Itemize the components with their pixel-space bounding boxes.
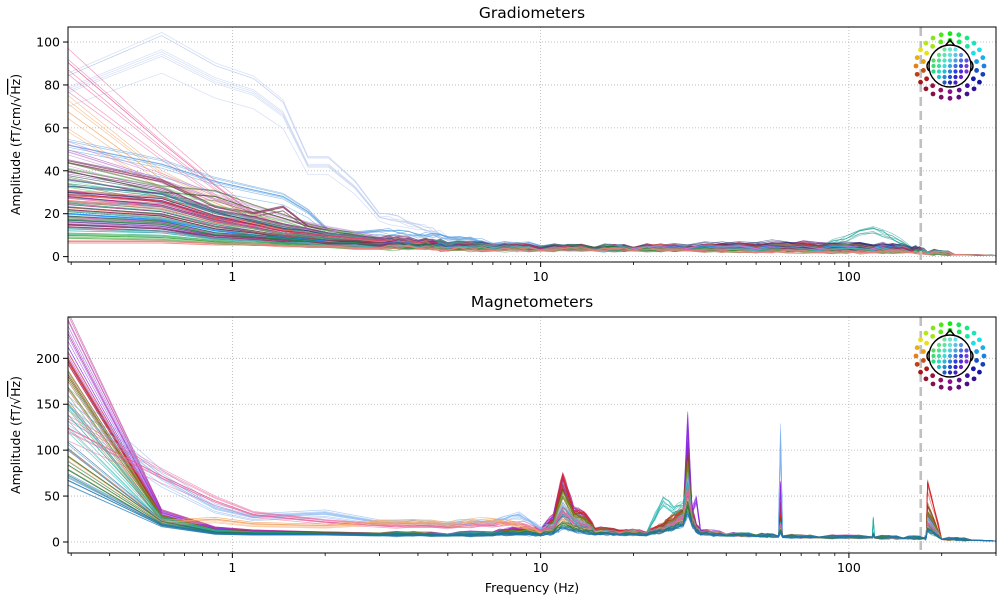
ytick-label: 60 bbox=[44, 120, 60, 135]
magnetometers-axes: Magnetometers 1 10 100 0 50 100 150 200 Amplitu… bbox=[8, 293, 997, 595]
gradiometers-title: Gradiometers bbox=[479, 4, 585, 22]
gradiometers-traces bbox=[68, 32, 996, 257]
ytick-label: 80 bbox=[44, 77, 60, 92]
xtick-label: 1 bbox=[228, 560, 236, 575]
svg-text:Amplitude (fT/√Hz): Amplitude (fT/√Hz) bbox=[8, 376, 23, 494]
frequency-xlabel: Frequency (Hz) bbox=[485, 580, 579, 595]
xtick-label: 100 bbox=[837, 560, 861, 575]
gradiometers-axes: Gradiometers 1 10 100 0 20 40 60 80 100 Amplitud… bbox=[8, 4, 997, 284]
xtick-label: 100 bbox=[837, 269, 861, 284]
ytick-label: 100 bbox=[36, 35, 60, 50]
xtick-label: 10 bbox=[533, 269, 549, 284]
magnetometers-traces bbox=[68, 317, 996, 542]
magnetometers-sensor-layout-inset bbox=[913, 321, 987, 391]
ytick-label: 20 bbox=[44, 206, 60, 221]
ytick-label: 200 bbox=[36, 351, 60, 366]
gradiometers-ticks: 1 10 100 0 20 40 60 80 100 bbox=[36, 35, 997, 284]
gradiometers-frame bbox=[67, 26, 997, 263]
magnetometers-ticks: 1 10 100 0 50 100 150 200 bbox=[36, 351, 997, 575]
xtick-label: 10 bbox=[533, 560, 549, 575]
ytick-label: 150 bbox=[36, 397, 60, 412]
svg-text:Amplitude (fT/cm/√Hz): Amplitude (fT/cm/√Hz) bbox=[8, 74, 23, 215]
ytick-label: 50 bbox=[44, 489, 60, 504]
gradiometers-sensor-layout-inset bbox=[913, 31, 987, 101]
xtick-label: 1 bbox=[228, 269, 236, 284]
magnetometers-ylabel: Amplitude (fT/√Hz) bbox=[8, 376, 23, 494]
ytick-label: 0 bbox=[52, 249, 60, 264]
ytick-label: 40 bbox=[44, 163, 60, 178]
gradiometers-ylabel: Amplitude (fT/cm/√Hz) bbox=[8, 74, 23, 215]
magnetometers-grid bbox=[68, 317, 996, 553]
ytick-label: 0 bbox=[52, 534, 60, 549]
magnetometers-title: Magnetometers bbox=[471, 293, 593, 311]
ytick-label: 100 bbox=[36, 443, 60, 458]
magnetometers-frame bbox=[67, 316, 997, 554]
